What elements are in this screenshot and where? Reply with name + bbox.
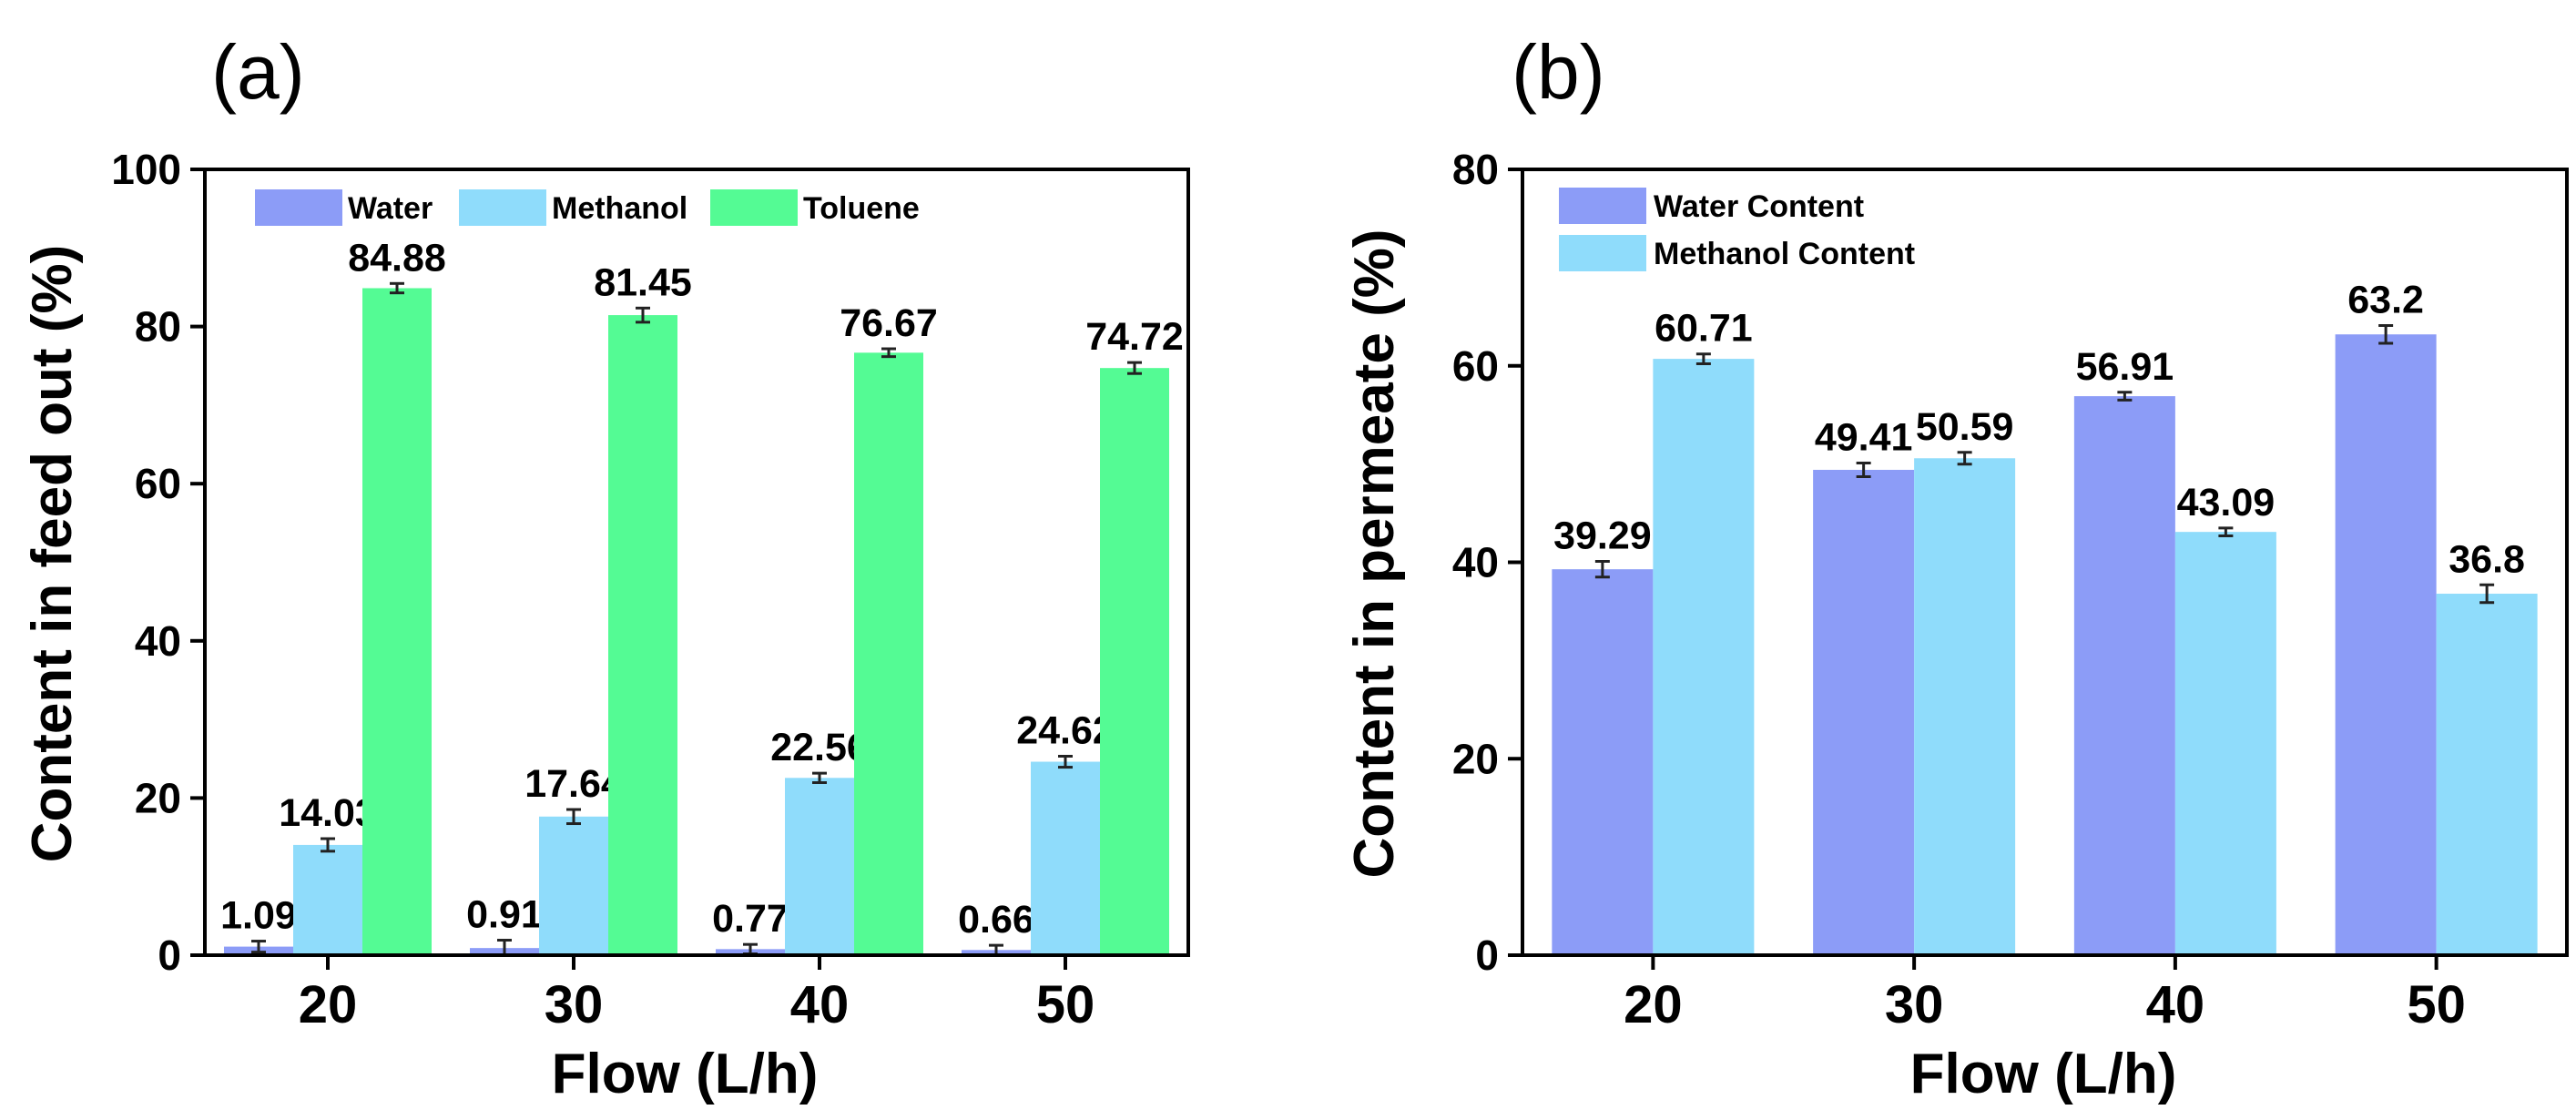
data-label: 63.2 — [2347, 279, 2424, 322]
bar-methanol — [1914, 458, 2016, 955]
data-label: 81.45 — [594, 260, 692, 304]
data-label: 76.67 — [840, 301, 938, 345]
legend-label-water-content: Water Content — [1654, 189, 1864, 224]
data-label: 36.8 — [2449, 537, 2525, 581]
data-label: 84.88 — [348, 236, 446, 280]
axes-frame-a — [203, 168, 1190, 957]
data-label: 50.59 — [1916, 405, 2014, 449]
y-tick-label: 80 — [1452, 146, 1499, 193]
panel-label-a: (a) — [211, 29, 305, 115]
x-tick-label: 30 — [545, 975, 604, 1034]
y-tick-label: 60 — [1452, 342, 1499, 390]
data-label: 0.77 — [712, 897, 789, 941]
axes-frame-b — [1521, 168, 2569, 957]
x-axis-title-b: Flow (L/h) — [1910, 1043, 2177, 1105]
bar-water — [2335, 334, 2437, 956]
bar-methanol — [785, 778, 854, 955]
data-label: 1.09 — [220, 894, 297, 938]
data-label: 74.72 — [1085, 315, 1184, 359]
chart-a: (a) Content in feed out (%) Flow (L/h) 0… — [21, 29, 1190, 1105]
legend-label-water: Water — [348, 191, 433, 226]
bar-toluene — [608, 315, 677, 955]
y-tick-label: 20 — [135, 774, 181, 821]
x-tick-label: 20 — [299, 975, 358, 1034]
plot-area-b: 0 20 40 60 80 20 30 40 50 39.29 49.41 56.91 63.2 60.7… — [1452, 146, 2538, 1034]
y-tick-label: 0 — [158, 932, 181, 979]
legend-swatch-water — [255, 189, 342, 226]
x-tick-label: 50 — [1036, 975, 1095, 1034]
legend-swatch-toluene — [710, 189, 798, 226]
data-label: 56.91 — [2076, 345, 2174, 389]
data-label: 0.66 — [958, 898, 1034, 942]
legend-label-methanol-content: Methanol Content — [1654, 237, 1915, 271]
bar-methanol — [2436, 594, 2538, 955]
data-label: 60.71 — [1655, 307, 1753, 351]
panel-label-b: (b) — [1512, 29, 1605, 115]
x-tick-label: 40 — [790, 975, 850, 1034]
data-label: 14.03 — [279, 791, 377, 835]
data-label: 49.41 — [1815, 415, 1913, 459]
y-tick-label: 20 — [1452, 735, 1499, 782]
legend-swatch-methanol-content — [1559, 235, 1646, 271]
y-tick-label: 40 — [135, 617, 181, 665]
legend-swatch-water-content — [1559, 188, 1646, 224]
legend-swatch-methanol — [459, 189, 546, 226]
legend-b: Water Content Methanol Content — [1559, 188, 1915, 271]
bar-toluene — [1100, 368, 1169, 956]
bar-toluene — [854, 352, 923, 955]
data-label: 43.09 — [2177, 481, 2276, 524]
data-label: 22.56 — [770, 726, 869, 769]
x-tick-label: 20 — [1624, 975, 1683, 1034]
bar-methanol — [1653, 359, 1755, 955]
chart-b: (b) Content in permeate (%) Flow (L/h) 0… — [1343, 29, 2569, 1105]
y-tick-label: 0 — [1475, 932, 1499, 979]
bar-methanol — [293, 844, 362, 955]
bar-water — [1552, 569, 1654, 955]
bar-toluene — [362, 288, 432, 955]
bar-water — [2073, 396, 2175, 955]
legend-a: Water Methanol Toluene — [255, 189, 920, 226]
legend-label-methanol: Methanol — [552, 191, 687, 226]
legend-label-toluene: Toluene — [803, 191, 920, 226]
bar-methanol — [1031, 761, 1100, 955]
bar-methanol — [539, 816, 608, 955]
data-label: 17.64 — [524, 762, 623, 806]
x-tick-label: 50 — [2407, 975, 2466, 1034]
x-tick-label: 40 — [2146, 975, 2205, 1034]
plot-area-a: 0 20 40 60 80 100 20 30 40 50 1.09 0.91 0.77 0.66 14.0… — [111, 146, 1184, 1034]
y-axis-title-a: Content in feed out (%) — [21, 245, 84, 862]
bar-water — [1813, 469, 1915, 955]
y-tick-label: 80 — [135, 303, 181, 351]
data-label: 24.62 — [1016, 708, 1115, 752]
x-axis-title-a: Flow (L/h) — [552, 1043, 819, 1105]
y-tick-label: 100 — [111, 146, 181, 193]
y-tick-label: 40 — [1452, 539, 1499, 586]
data-label: 39.29 — [1553, 514, 1652, 558]
x-tick-label: 30 — [1885, 975, 1944, 1034]
bar-methanol — [2174, 532, 2276, 955]
data-label: 0.91 — [466, 893, 543, 937]
y-tick-label: 60 — [135, 460, 181, 507]
y-axis-title-b: Content in permeate (%) — [1343, 229, 1406, 878]
